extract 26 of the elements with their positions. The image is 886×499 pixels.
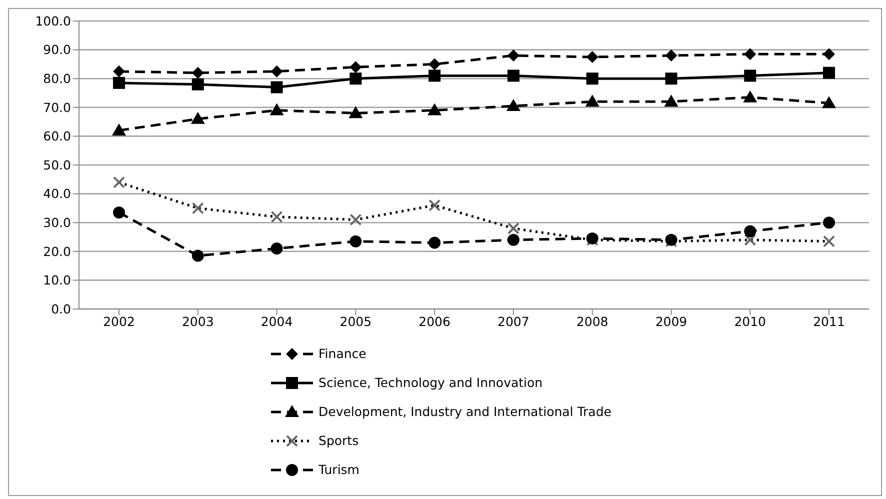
legend-label: Science, Technology and Innovation	[318, 375, 543, 390]
x-tick-label: 2004	[260, 314, 293, 329]
y-tick-label: 100.0	[35, 13, 72, 28]
y-tick-label: 90.0	[43, 42, 72, 58]
y-tick-label: 20.0	[43, 244, 72, 259]
legend-label: Sports	[318, 433, 359, 448]
x-tick-label: 2006	[418, 314, 451, 329]
y-tick-label: 70.0	[43, 100, 72, 115]
x-tick-label: 2009	[655, 314, 688, 329]
legend-label: Finance	[318, 346, 366, 361]
y-tick-label: 40.0	[43, 186, 72, 202]
x-tick-label: 2002	[103, 314, 135, 329]
y-tick-label: 60.0	[43, 128, 72, 144]
x-tick-label: 2008	[576, 314, 608, 329]
x-tick-label: 2005	[340, 314, 372, 329]
y-tick-label: 30.0	[43, 215, 72, 230]
x-tick-label: 2010	[734, 314, 766, 329]
legend-label: Turism	[318, 462, 360, 477]
legend-label: Development, Industry and International Trade	[318, 404, 612, 419]
y-tick-label: 50.0	[43, 157, 72, 172]
x-tick-label: 2011	[813, 314, 845, 329]
y-tick-label: 10.0	[43, 272, 72, 288]
x-tick-label: 2003	[182, 314, 214, 329]
y-tick-label: 0.0	[51, 301, 72, 316]
x-tick-label: 2007	[498, 314, 530, 329]
y-tick-label: 80.0	[43, 71, 72, 86]
